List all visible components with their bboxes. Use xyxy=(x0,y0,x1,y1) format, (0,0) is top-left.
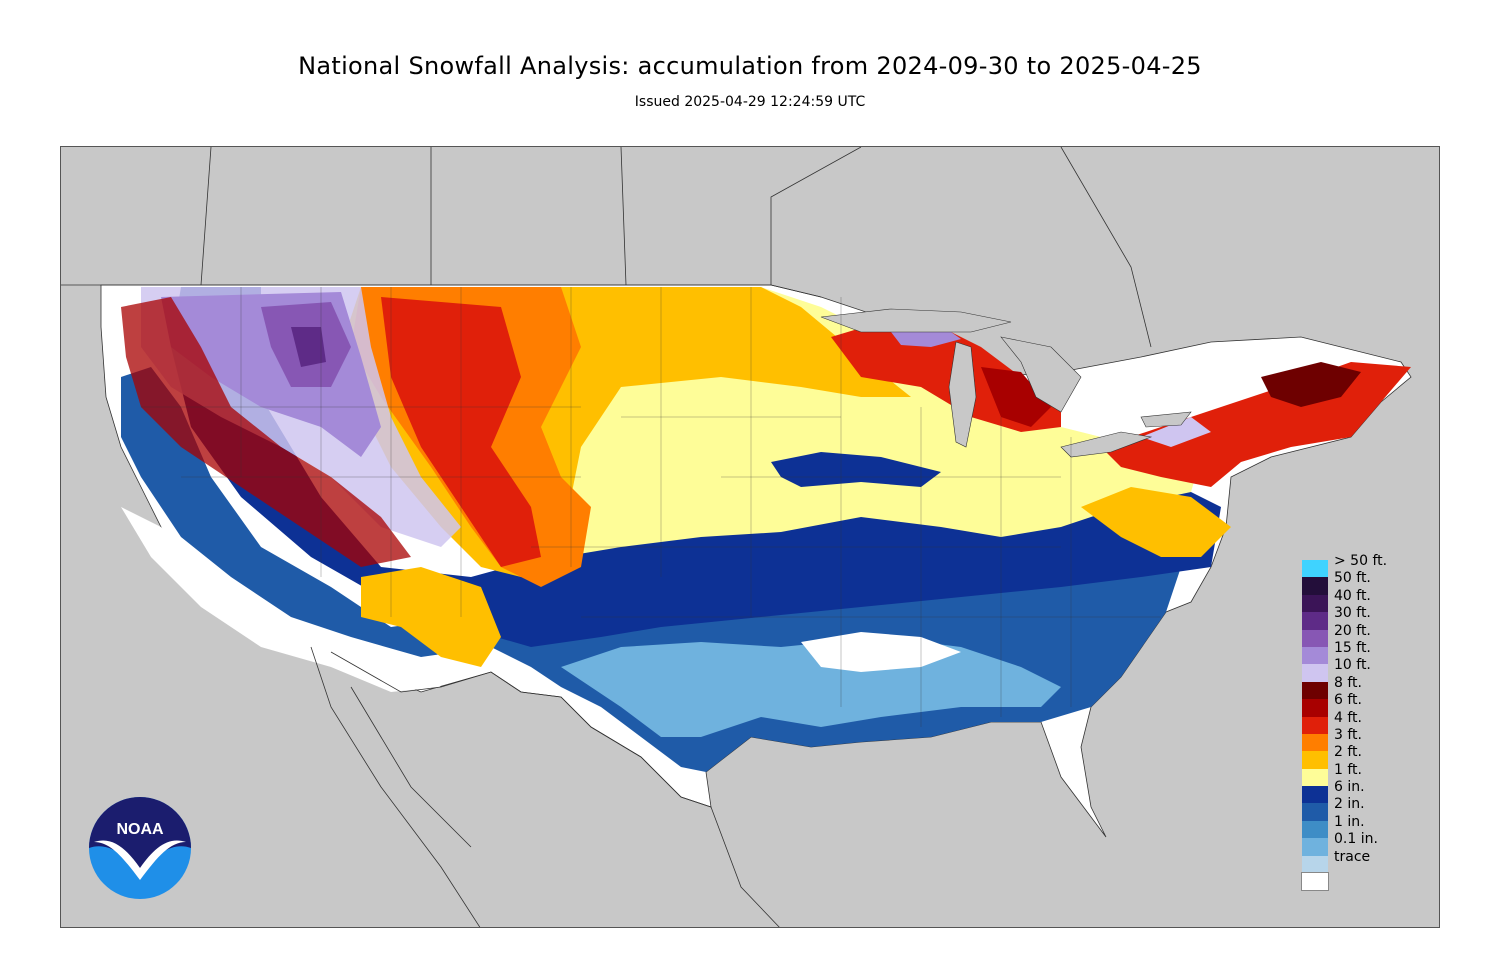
legend-label: 2 in. xyxy=(1334,796,1365,813)
legend-row: 15 ft. xyxy=(1302,640,1422,665)
band-6in xyxy=(171,287,1221,647)
band-6in-midwest xyxy=(771,452,941,487)
legend-label: 6 in. xyxy=(1334,779,1365,796)
lake-superior xyxy=(820,308,1012,333)
border-mexico xyxy=(310,646,780,927)
band-0p1in xyxy=(561,637,1061,737)
legend-swatch xyxy=(1302,733,1328,752)
legend-swatch xyxy=(1302,577,1328,595)
legend-swatch xyxy=(1302,699,1328,717)
lake-michigan xyxy=(948,341,977,448)
map-canvas xyxy=(61,147,1412,927)
legend-swatch xyxy=(1302,751,1328,769)
legend-row: 6 in. xyxy=(1302,779,1422,804)
legend-row: 50 ft. xyxy=(1302,570,1422,595)
legend-row: 0.1 in. xyxy=(1302,831,1422,856)
legend-row: trace xyxy=(1302,849,1422,874)
legend-label: trace xyxy=(1334,848,1371,865)
legend-swatch xyxy=(1301,872,1329,892)
legend-label: > 50 ft. xyxy=(1334,553,1388,569)
band-6ft-west xyxy=(121,297,411,567)
legend-label: 10 ft. xyxy=(1334,657,1371,674)
lake-huron xyxy=(1000,336,1082,413)
legend-row: 20 ft. xyxy=(1302,623,1422,647)
lake-ontario xyxy=(1140,411,1192,428)
legend-label: 8 ft. xyxy=(1334,674,1362,691)
legend-swatch xyxy=(1302,664,1328,682)
legend-swatch xyxy=(1302,786,1328,804)
band-trace-west xyxy=(121,507,441,692)
legend: > 50 ft. 50 ft. 40 ft. 30 ft. 20 ft. 15 ft. 10… xyxy=(1301,553,1422,892)
band-30ft xyxy=(291,327,326,367)
legend-label: 1 ft. xyxy=(1334,761,1362,778)
map-title: National Snowfall Analysis: accumulation… xyxy=(298,52,1202,80)
band-2ft-ne xyxy=(1081,487,1231,557)
legend-row: 3 ft. xyxy=(1302,727,1422,752)
noaa-emblem-icon: NOAA xyxy=(89,797,191,899)
legend-label: 30 ft. xyxy=(1334,605,1371,622)
legend-label: 15 ft. xyxy=(1334,639,1371,656)
legend-label: 1 in. xyxy=(1334,813,1365,830)
legend-swatch xyxy=(1302,838,1328,856)
noaa-logo: NOAA xyxy=(88,796,192,900)
legend-label: 40 ft. xyxy=(1334,587,1371,604)
legend-row: 2 ft. xyxy=(1302,744,1422,769)
legend-label: 0.1 in. xyxy=(1334,831,1378,848)
legend-swatch xyxy=(1302,820,1328,839)
legend-row: 2 in. xyxy=(1302,796,1422,821)
legend-row: 40 ft. xyxy=(1302,588,1422,613)
legend-swatch xyxy=(1302,629,1328,647)
legend-swatch xyxy=(1302,803,1328,821)
legend-row xyxy=(1301,872,1422,892)
noaa-logo-text: NOAA xyxy=(116,821,164,838)
band-8ft-ne xyxy=(1261,362,1361,407)
legend-row: 10 ft. xyxy=(1302,657,1422,682)
legend-swatch xyxy=(1302,646,1328,665)
band-10ft-ne xyxy=(1141,417,1211,447)
legend-swatch xyxy=(1302,560,1328,578)
legend-swatch xyxy=(1302,855,1328,874)
legend-swatch xyxy=(1302,612,1328,630)
legend-label: 50 ft. xyxy=(1334,570,1371,587)
state-lines xyxy=(141,287,1161,727)
issued-timestamp: Issued 2025-04-29 12:24:59 UTC xyxy=(634,94,866,110)
border-canada xyxy=(61,147,1152,348)
legend-label: 20 ft. xyxy=(1334,622,1371,639)
legend-row: 4 ft. xyxy=(1302,710,1422,734)
legend-row: 1 in. xyxy=(1302,814,1422,839)
lake-michigan-shore xyxy=(981,367,1051,427)
legend-swatch xyxy=(1302,594,1328,613)
lake-erie xyxy=(1060,431,1153,458)
legend-swatch xyxy=(1302,681,1328,700)
snowfall-map xyxy=(60,146,1440,928)
legend-row: 8 ft. xyxy=(1302,675,1422,700)
legend-row: > 50 ft. xyxy=(1302,553,1422,578)
legend-label: 6 ft. xyxy=(1334,692,1362,709)
legend-row: 1 ft. xyxy=(1302,762,1422,787)
band-2ft-sw xyxy=(361,567,501,667)
legend-label: 3 ft. xyxy=(1334,726,1362,743)
legend-label: 2 ft. xyxy=(1334,744,1362,761)
legend-label: 4 ft. xyxy=(1334,709,1362,726)
legend-swatch xyxy=(1302,768,1328,787)
legend-swatch xyxy=(1302,716,1328,734)
legend-row: 30 ft. xyxy=(1302,605,1422,630)
legend-row: 6 ft. xyxy=(1302,692,1422,717)
